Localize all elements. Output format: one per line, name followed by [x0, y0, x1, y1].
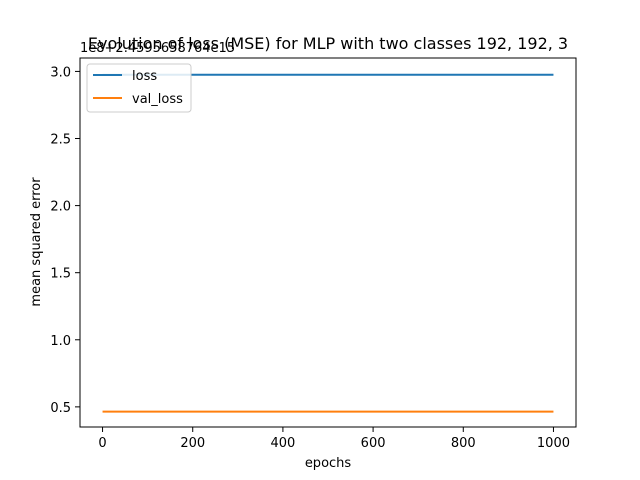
y-tick-label: 1.0 [50, 334, 71, 349]
x-tick-label: 0 [98, 436, 106, 451]
plot-frame [79, 57, 577, 428]
x-tick-label: 400 [270, 436, 295, 451]
legend-label-val-loss: val_loss [132, 92, 183, 107]
y-tick-label: 2.0 [50, 200, 71, 215]
x-axis-ticks: 0 200 400 600 800 1000 [98, 427, 570, 451]
y-tick-label: 1.5 [50, 267, 71, 282]
x-tick-label: 600 [361, 436, 386, 451]
y-tick-label: 0.5 [50, 401, 71, 416]
legend: loss val_loss [86, 63, 192, 113]
x-tick-label: 200 [180, 436, 205, 451]
y-axis-label: mean squared error [29, 177, 44, 307]
y-axis-offset-text: 1e8+2.4595658764e15 [80, 41, 235, 56]
x-tick-label: 800 [451, 436, 476, 451]
legend-label-loss: loss [132, 69, 157, 84]
chart-title: Evolution of loss (MSE) for MLP with two… [88, 34, 568, 53]
y-tick-label: 3.0 [50, 65, 71, 80]
y-tick-label: 2.5 [50, 133, 71, 148]
y-axis-ticks: 0.5 1.0 1.5 2.0 2.5 3.0 [50, 65, 80, 416]
x-tick-label: 1000 [537, 436, 570, 451]
x-axis-label: epochs [305, 456, 352, 471]
plot-area [80, 58, 576, 427]
